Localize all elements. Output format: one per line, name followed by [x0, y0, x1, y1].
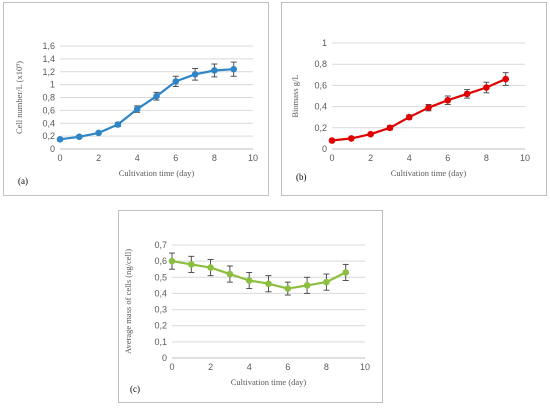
- y-tick-label: 0,2: [42, 131, 55, 141]
- x-tick-label: 0: [57, 153, 62, 163]
- data-point: [95, 129, 102, 137]
- data-point: [323, 278, 330, 286]
- x-tick-label: 10: [360, 362, 370, 372]
- data-point: [342, 269, 349, 276]
- data-point: [386, 124, 394, 132]
- series-line: [59, 68, 234, 141]
- x-tick-label: 8: [484, 153, 489, 163]
- data-point: [114, 121, 122, 128]
- data-point: [191, 71, 199, 78]
- x-tick-label: 8: [212, 153, 217, 163]
- y-axis-title: Cell number/L (x10⁹): [14, 61, 24, 134]
- y-tick-label: 0,4: [42, 118, 55, 128]
- data-point: [133, 105, 141, 113]
- x-tick-label: 8: [324, 362, 329, 372]
- y-tick-label: 0: [322, 144, 327, 154]
- data-point: [284, 285, 292, 292]
- y-tick-label: 0,4: [314, 102, 327, 112]
- x-tick-label: 4: [247, 362, 252, 372]
- data-point: [405, 113, 413, 121]
- y-axis-title: Average mass of cells (ng/cell): [123, 249, 133, 354]
- data-point: [211, 67, 218, 74]
- y-tick-label: 0,6: [314, 80, 327, 90]
- panel-label: (c): [130, 384, 140, 394]
- x-tick-label: 6: [445, 153, 450, 163]
- data-point: [348, 135, 355, 142]
- y-tick-label: 0: [162, 353, 167, 363]
- x-tick-label: 2: [208, 362, 213, 372]
- x-tick-label: 6: [285, 362, 290, 372]
- data-point: [153, 92, 160, 100]
- y-tick-label: 1,4: [42, 54, 55, 64]
- data-point: [230, 65, 237, 73]
- y-axis-title: Biomass g/L: [290, 74, 300, 117]
- y-tick-label: 0,6: [154, 256, 167, 266]
- x-tick-label: 4: [135, 153, 140, 163]
- panel-label: (a): [18, 176, 28, 186]
- y-tick-label: 0,3: [154, 305, 167, 315]
- y-tick-label: 0,1: [154, 337, 167, 347]
- chart-panel-b: 0 0,2 0,4 0,6 0,8 1 0 2 4 6 8 10 Cultivation time (d…: [281, 2, 547, 196]
- series-line: [331, 77, 507, 142]
- x-tick-label: 10: [520, 153, 530, 163]
- chart-panel-a: 0 0,2 0,4 0,6 0,8 1 1,2 1,4 1,6 0 2 4 6 8 10 Cultivatio…: [3, 2, 269, 196]
- chart-c-svg: 0 0,1 0,2 0,3 0,4 0,5 0,6 0,7 0 2 4 6 8 10 Cultivation…: [123, 240, 370, 394]
- x-tick-label: 2: [368, 153, 373, 163]
- x-axis-title: Cultivation time (day): [119, 168, 195, 178]
- y-tick-label: 1: [322, 38, 327, 48]
- y-tick-label: 0,5: [154, 272, 167, 282]
- data-point: [245, 277, 253, 284]
- y-tick-label: 0,8: [314, 59, 327, 69]
- series-line: [171, 260, 347, 290]
- data-point: [483, 84, 490, 91]
- y-tick-label: 0,6: [42, 105, 55, 115]
- x-tick-label: 2: [96, 153, 101, 163]
- data-point: [502, 75, 509, 83]
- y-tick-label: 0,8: [42, 93, 55, 103]
- y-tick-label: 0,2: [154, 321, 167, 331]
- y-tick-label: 1: [50, 80, 55, 90]
- x-axis-title: Cultivation time (day): [231, 377, 307, 387]
- data-point: [188, 261, 195, 268]
- data-point: [76, 133, 83, 141]
- x-tick-label: 0: [329, 153, 334, 163]
- y-tick-label: 1,2: [42, 67, 55, 77]
- y-tick-label: 1,6: [42, 41, 55, 51]
- panel-label: (b): [296, 172, 307, 182]
- data-point: [444, 96, 452, 104]
- data-point: [168, 257, 176, 265]
- x-axis-title: Cultivation time (day): [391, 168, 467, 178]
- data-point: [328, 137, 336, 144]
- data-point: [463, 90, 471, 98]
- x-tick-label: 6: [173, 153, 178, 163]
- y-tick-label: 0,4: [154, 288, 167, 298]
- x-tick-label: 0: [169, 362, 174, 372]
- x-tick-label: 10: [248, 153, 258, 163]
- data-point: [226, 270, 234, 278]
- y-tick-label: 0: [50, 144, 55, 154]
- x-tick-label: 4: [407, 153, 412, 163]
- chart-panel-c: 0 0,1 0,2 0,3 0,4 0,5 0,6 0,7 0 2 4 6 8 10 Cultivation…: [118, 210, 383, 403]
- data-point: [56, 136, 64, 143]
- chart-a-svg: 0 0,2 0,4 0,6 0,8 1 1,2 1,4 1,6 0 2 4 6 8 10 Cultivatio…: [14, 41, 258, 186]
- y-tick-label: 0,7: [154, 240, 167, 250]
- y-tick-label: 0,2: [314, 123, 327, 133]
- data-point: [172, 78, 180, 85]
- data-point: [207, 264, 214, 271]
- data-point: [425, 104, 432, 111]
- data-point: [265, 280, 272, 288]
- data-point: [367, 130, 374, 138]
- data-point: [303, 282, 311, 289]
